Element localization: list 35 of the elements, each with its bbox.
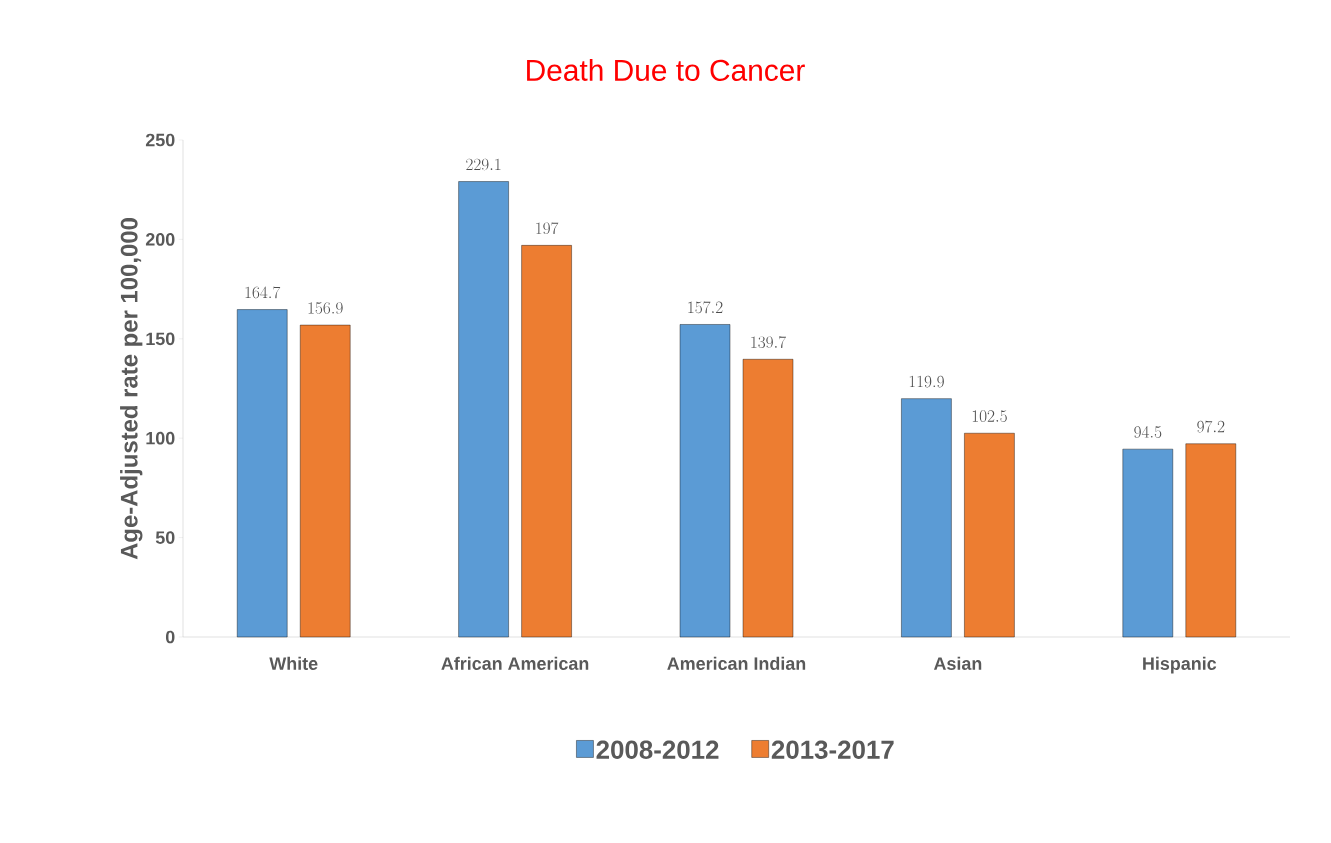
bar [458,181,509,638]
data-label: 119.9 [909,375,944,388]
y-tick-label: 200 [145,233,175,246]
data-label: 229. 1 [466,158,501,171]
bar [1122,448,1174,638]
bar [964,433,1015,638]
x-tick-label: American Indian [667,656,806,670]
x-tick-label: Hispanic [1143,656,1217,674]
bar [300,324,351,638]
data-label: 157.2 [688,301,723,314]
bar [742,359,794,638]
y-tick-label: 100 [146,431,175,445]
x-tick-label: African American [441,656,589,670]
data-label: 197 [536,222,559,235]
data-label: 156.9 [308,302,343,314]
data-label: 97.2 [1197,420,1225,433]
y-tick-label: 50 [155,531,175,544]
x-tick-label: Asian [933,656,982,670]
y-tick-label: 250 [145,133,175,147]
bar [521,245,572,638]
data-label: 94.5 [1134,426,1162,438]
data-label: 102.5 [972,410,1007,422]
y-tick-label: 0 [165,630,175,644]
bar [1185,443,1237,638]
data-label: 164.7 [245,286,281,299]
bar [237,309,288,638]
legend-label: 2008-2012 [596,740,719,759]
bar [901,398,952,638]
legend-label: 2013-2017 [771,740,894,759]
data-label: 139.7 [751,336,787,349]
y-tick-label: 150 [146,332,175,346]
bar [679,324,731,638]
y-axis-title: Age-Adjusted rate per 100,000 [120,218,143,560]
x-tick-label: White [269,656,318,670]
chart-title: Death Due to Cancer [527,59,805,81]
